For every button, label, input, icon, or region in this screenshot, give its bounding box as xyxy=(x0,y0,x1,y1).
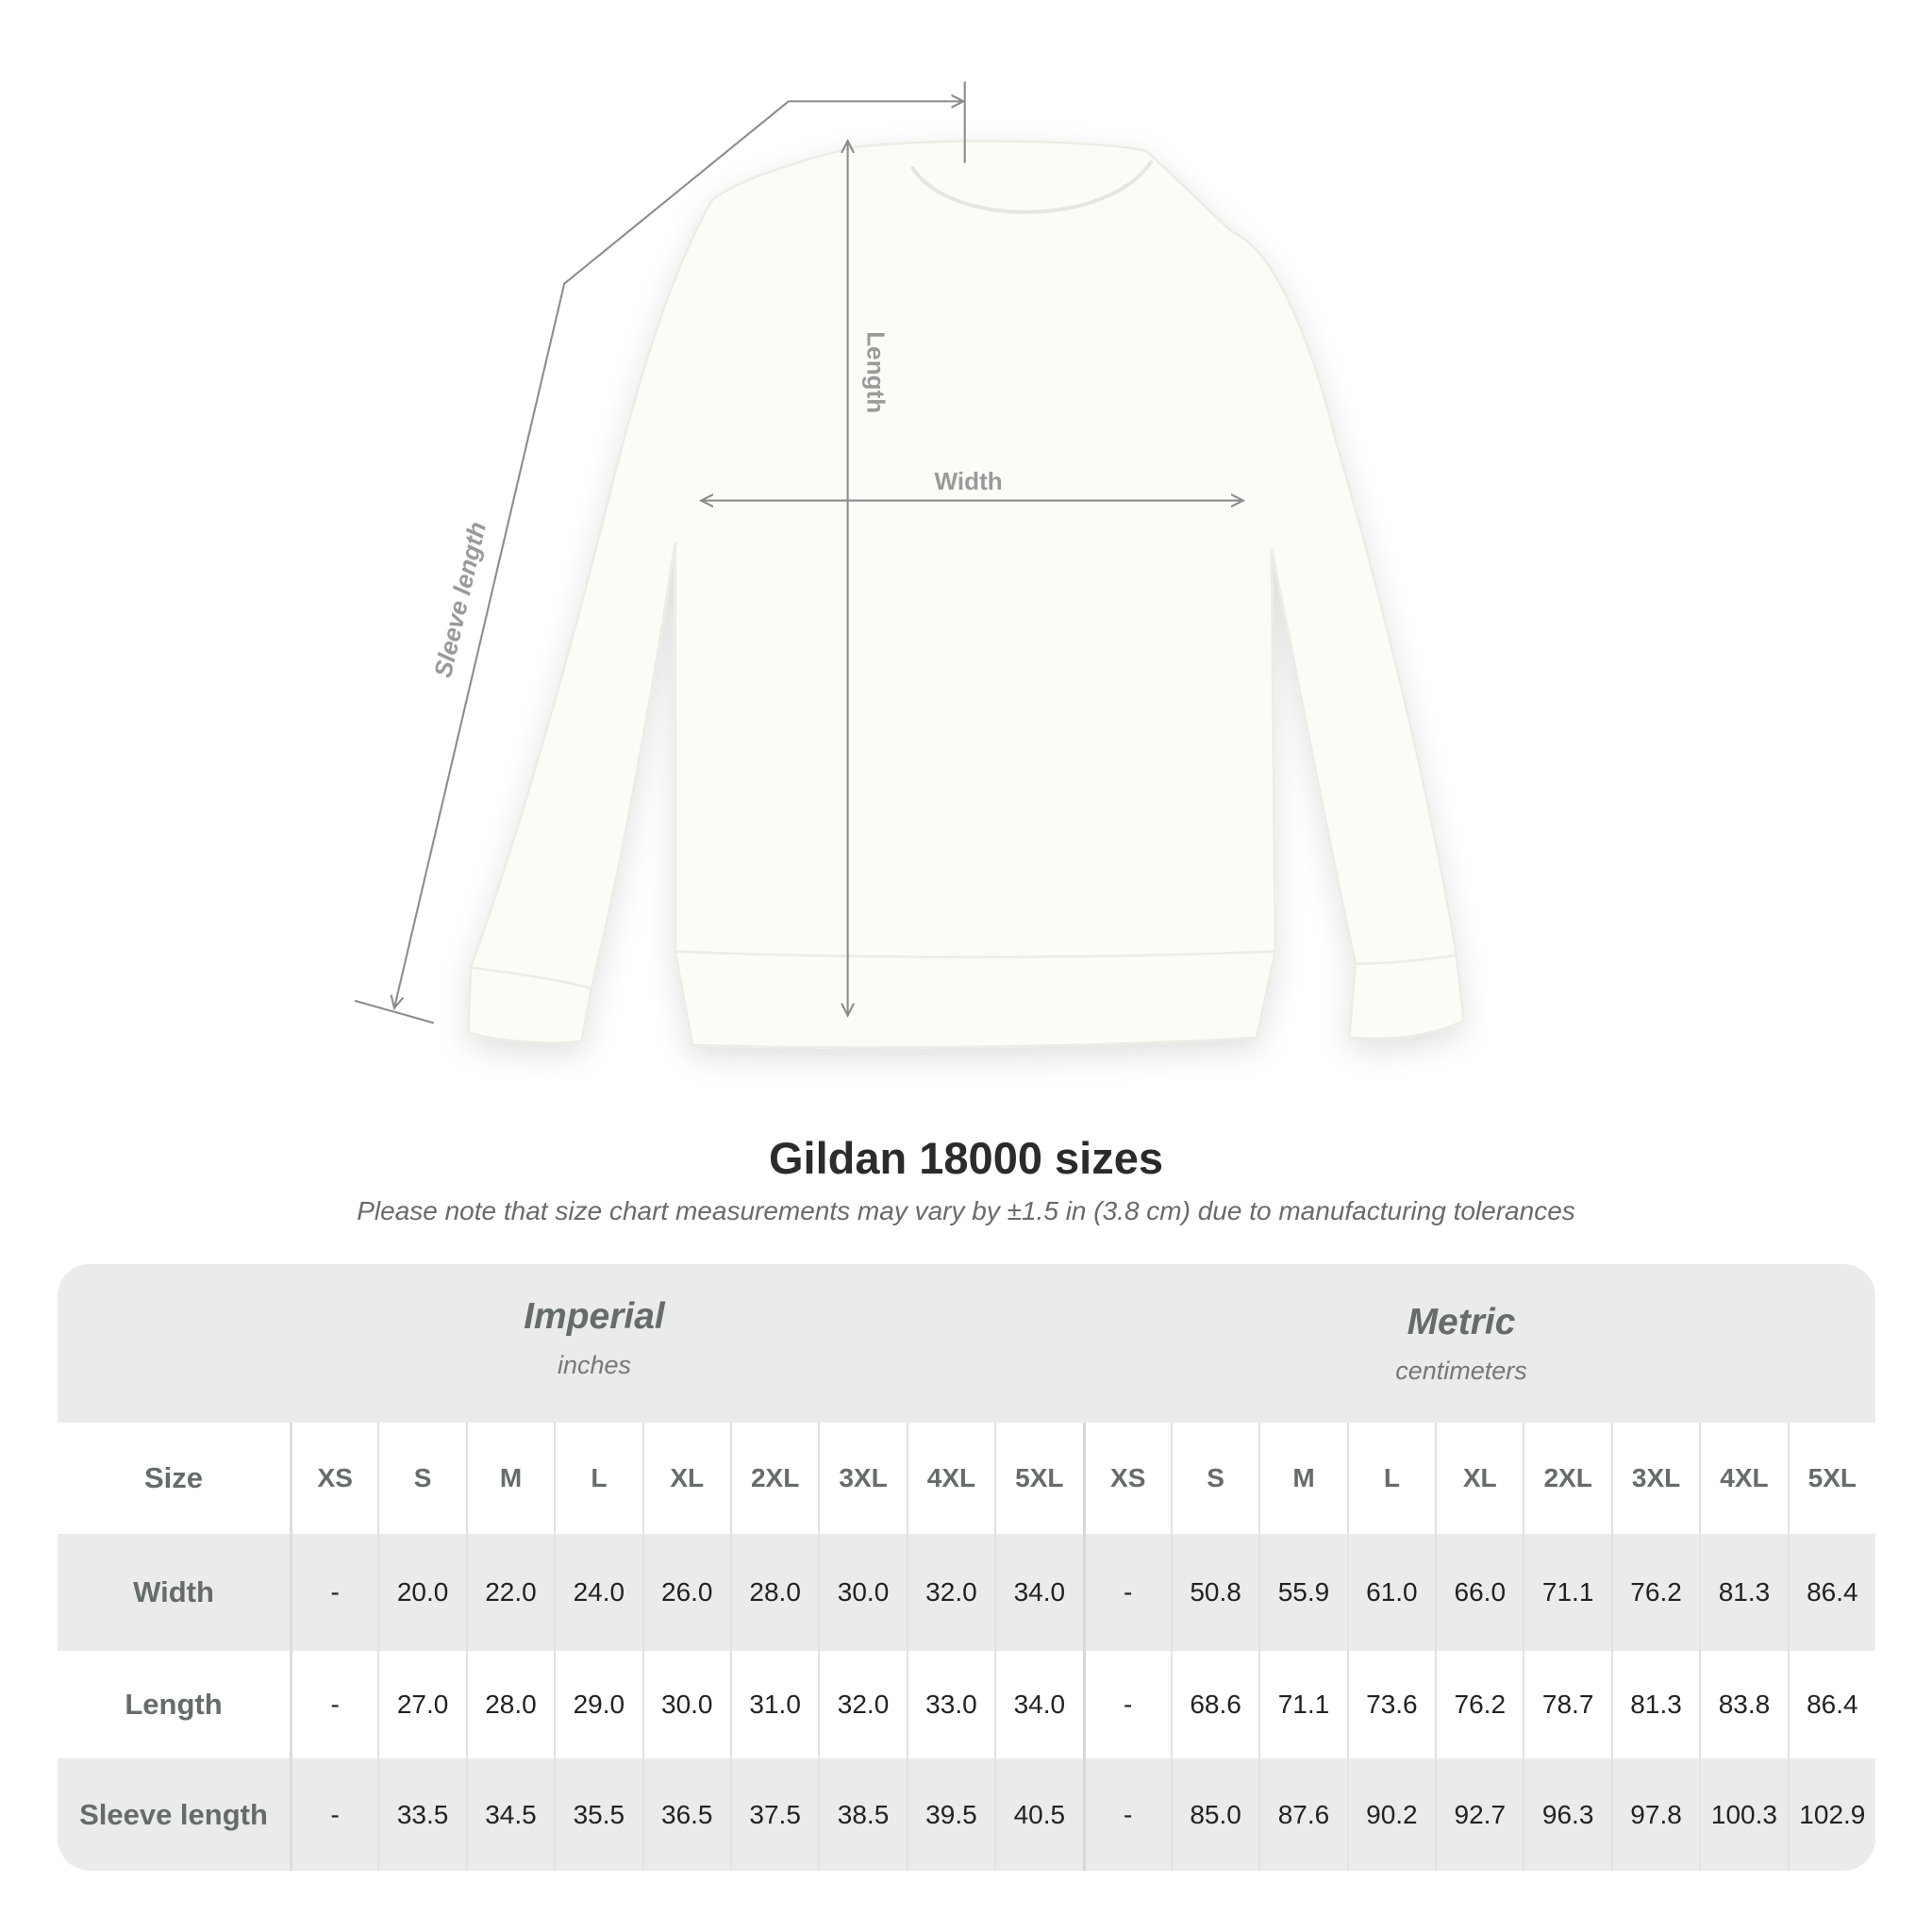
table-cell: 2XL xyxy=(1523,1423,1610,1534)
table-cell: 36.5 xyxy=(641,1758,730,1871)
table-cell: 73.6 xyxy=(1346,1651,1435,1758)
table-cell: L xyxy=(1346,1423,1435,1534)
table-cell: XL xyxy=(641,1423,730,1534)
row-band xyxy=(58,1534,1875,1651)
table-cell: 68.6 xyxy=(1170,1651,1258,1758)
table-cell: 61.0 xyxy=(1346,1534,1435,1651)
table-cell: XL xyxy=(1435,1423,1523,1534)
table-cell: XS xyxy=(290,1423,377,1534)
table-cell: 4XL xyxy=(906,1423,994,1534)
table-row: Width -20.0 22.0 24.0 26.0 28.0 30.0 32.0 34.0-5… xyxy=(58,1534,1875,1651)
table-cell: 96.3 xyxy=(1523,1758,1610,1871)
row-band xyxy=(58,1758,1875,1871)
table-cell: 40.5 xyxy=(994,1758,1082,1871)
sweatshirt-image xyxy=(466,140,1466,1049)
table-cell: 66.0 xyxy=(1435,1534,1523,1651)
table-cell: 33.0 xyxy=(906,1651,994,1758)
table-cell: 27.0 xyxy=(377,1651,465,1758)
table-cell: 55.9 xyxy=(1258,1534,1346,1651)
table-cell: 20.0 xyxy=(377,1534,465,1651)
table-cell: 50.8 xyxy=(1170,1534,1258,1651)
table-cell: 81.3 xyxy=(1699,1534,1787,1651)
header-band xyxy=(58,1264,1875,1423)
table-row: Sleeve length -33.5 34.5 35.5 36.5 37.5 38.5 39… xyxy=(58,1758,1875,1871)
table-cell: 4XL xyxy=(1699,1423,1787,1534)
table-cell: 92.7 xyxy=(1435,1758,1523,1871)
table-cell: 31.0 xyxy=(729,1651,818,1758)
table-cell: M xyxy=(465,1423,554,1534)
table-cell: 24.0 xyxy=(554,1534,641,1651)
metric-title: Metric xyxy=(1407,1302,1516,1342)
table-cell: 28.0 xyxy=(465,1651,554,1758)
table-cell: M xyxy=(1258,1423,1346,1534)
row-label: Length xyxy=(125,1688,223,1721)
table-cell: 86.4 xyxy=(1787,1651,1875,1758)
table-cell: 30.0 xyxy=(818,1534,906,1651)
table-cell: 3XL xyxy=(818,1423,906,1534)
table-cell: 34.0 xyxy=(994,1651,1082,1758)
table-cell: 83.8 xyxy=(1699,1651,1787,1758)
row-label: Sleeve length xyxy=(79,1797,268,1831)
table-cell: 30.0 xyxy=(641,1651,730,1758)
page-title: Gildan 18000 sizes xyxy=(768,1133,1164,1183)
table-cell: 26.0 xyxy=(641,1534,730,1651)
width-label: Width xyxy=(934,467,1002,495)
table-cell: - xyxy=(290,1651,377,1758)
metric-group: Metric centimeters xyxy=(1178,1302,1744,1386)
table-cell: 33.5 xyxy=(377,1758,465,1871)
table-cell: 5XL xyxy=(1787,1423,1875,1534)
table-cell: 32.0 xyxy=(818,1651,906,1758)
table-cell: - xyxy=(1082,1534,1171,1651)
table-cell: 29.0 xyxy=(554,1651,641,1758)
table-cell: - xyxy=(290,1534,377,1651)
imperial-group: Imperial inches xyxy=(311,1296,877,1380)
table-cell: 81.3 xyxy=(1610,1651,1699,1758)
table-cell: 86.4 xyxy=(1787,1534,1875,1651)
table-cell: 2XL xyxy=(729,1423,818,1534)
table-cell: 35.5 xyxy=(554,1758,641,1871)
imperial-title: Imperial xyxy=(524,1296,665,1337)
table-cell: 34.5 xyxy=(465,1758,554,1871)
table-cell: 38.5 xyxy=(818,1758,906,1871)
table-cell: XS xyxy=(1082,1423,1171,1534)
size-label: Size xyxy=(143,1461,204,1494)
table-cell: 39.5 xyxy=(906,1758,994,1871)
table-cell: L xyxy=(554,1423,641,1534)
table-cell: S xyxy=(1170,1423,1258,1534)
table-row: Length -27.0 28.0 29.0 30.0 31.0 32.0 33.0 34.0-… xyxy=(58,1651,1875,1758)
table-cell: 34.0 xyxy=(994,1534,1082,1651)
sleeve-length-arrow xyxy=(394,101,963,1008)
table-cell: 71.1 xyxy=(1258,1651,1346,1758)
table-cell: 78.7 xyxy=(1523,1651,1610,1758)
table-cell: 32.0 xyxy=(906,1534,994,1651)
table-cell: 3XL xyxy=(1610,1423,1699,1534)
sleeve-length-label: Sleeve length xyxy=(428,519,491,680)
imperial-unit: inches xyxy=(557,1351,632,1379)
table-cell: 22.0 xyxy=(465,1534,554,1651)
table-cell: - xyxy=(290,1758,377,1871)
size-chart-table: Imperial inches Metric centimeters Size … xyxy=(58,1264,1875,1871)
table-cell: - xyxy=(1082,1758,1171,1871)
table-cell: 28.0 xyxy=(729,1534,818,1651)
measurement-lines xyxy=(354,81,1243,1024)
table-cell: 85.0 xyxy=(1170,1758,1258,1871)
table-cell: 97.8 xyxy=(1610,1758,1699,1871)
table-cell: 102.9 xyxy=(1787,1758,1875,1871)
sweatshirt-diagram: Length Width Sleeve length xyxy=(354,81,1466,1049)
table-cell: 90.2 xyxy=(1346,1758,1435,1871)
row-label: Width xyxy=(133,1575,214,1608)
table-cell: 5XL xyxy=(994,1423,1082,1534)
size-header-row: Size XS S M L XL 2XL 3XL 4XL 5XL XS S M L XL 2XL 3XL 4XL… xyxy=(58,1423,1875,1534)
table-cell: 100.3 xyxy=(1699,1758,1787,1871)
tolerance-note: Please note that size chart measurements… xyxy=(357,1196,1575,1225)
table-cell: 71.1 xyxy=(1523,1534,1610,1651)
table-cell: 76.2 xyxy=(1610,1534,1699,1651)
table-cell: 76.2 xyxy=(1435,1651,1523,1758)
table-cell: 87.6 xyxy=(1258,1758,1346,1871)
metric-unit: centimeters xyxy=(1395,1357,1527,1385)
table-cell: - xyxy=(1082,1651,1171,1758)
table-cell: 37.5 xyxy=(729,1758,818,1871)
table-cell: S xyxy=(377,1423,465,1534)
length-label: Length xyxy=(862,331,891,413)
